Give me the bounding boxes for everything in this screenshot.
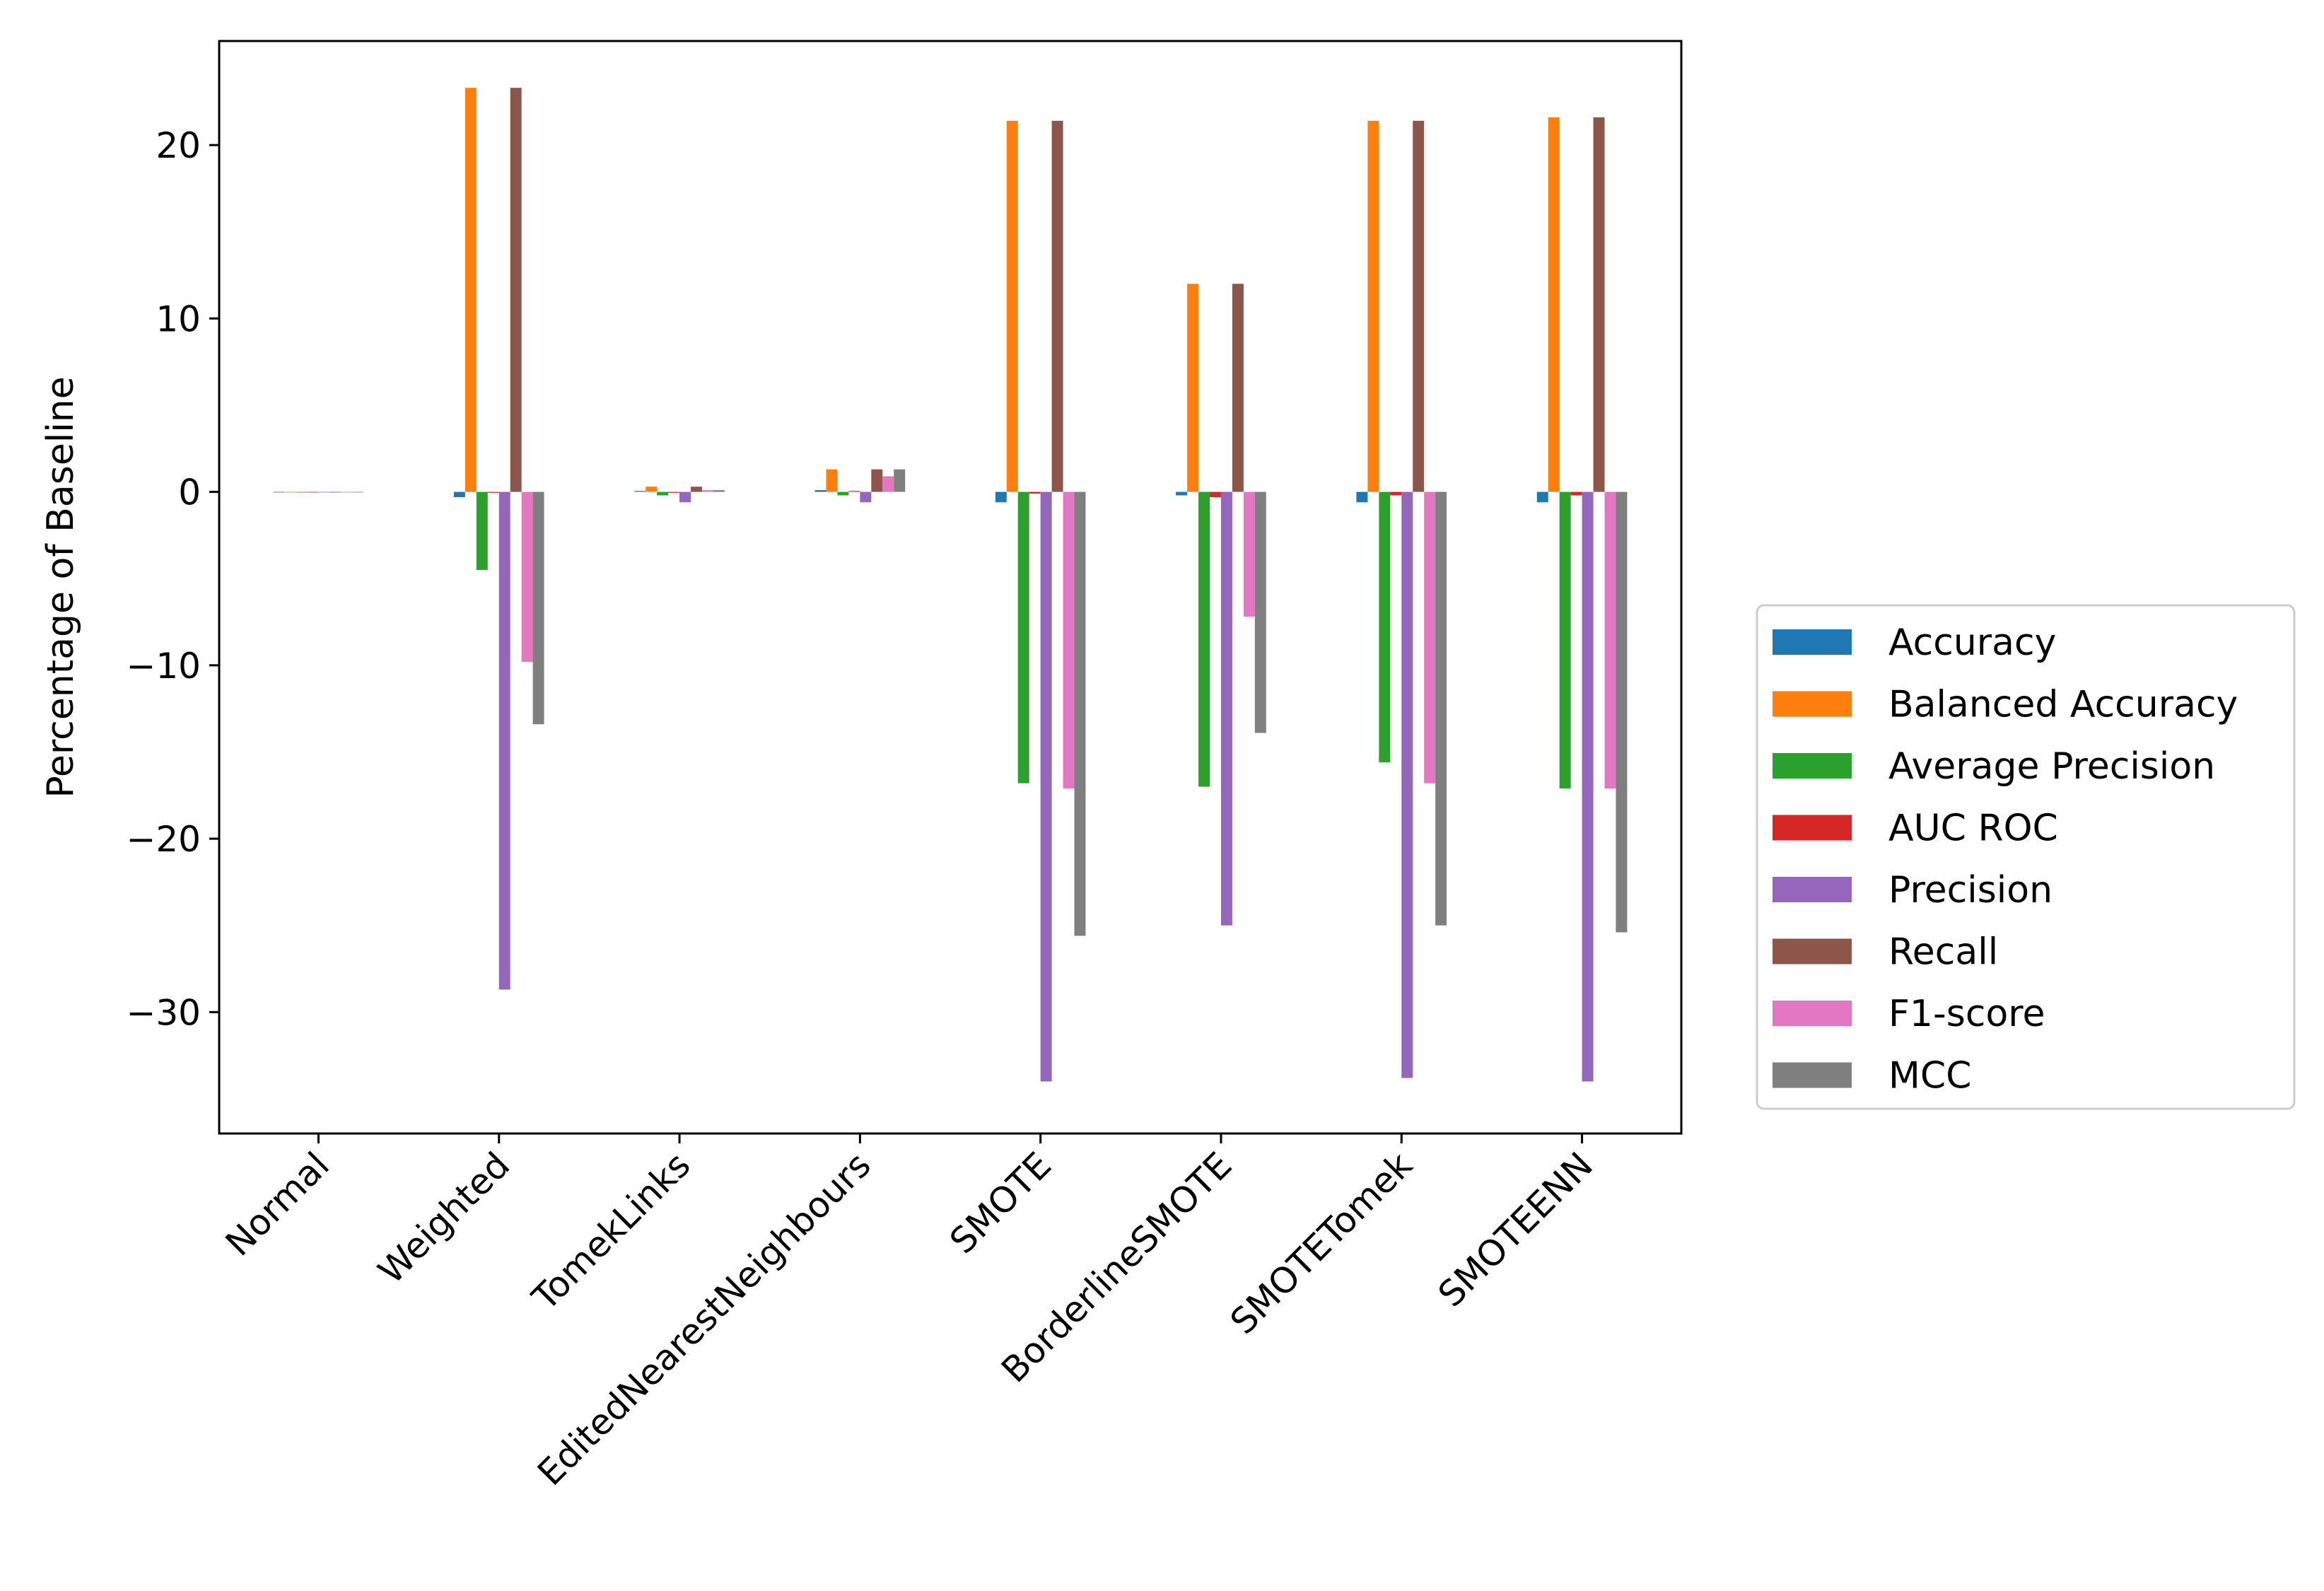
bar-average-precision-tomeklinks: [657, 491, 669, 496]
legend-label: Precision: [1888, 869, 2053, 911]
y-axis-label: Percentage of Baseline: [40, 376, 82, 798]
legend: Accuracy Balanced Accuracy Average Precisi…: [1756, 604, 2296, 1110]
bar-recall-smote: [1051, 120, 1063, 492]
y-tick-label: −10: [126, 646, 201, 687]
bar-auc-roc-smote: [1029, 491, 1041, 494]
legend-swatch: [1773, 753, 1852, 779]
x-tick-label: Normal: [218, 1144, 337, 1264]
bar-recall-editednearestneighbours: [871, 469, 883, 492]
bar-auc-roc-weighted: [487, 491, 499, 493]
bars-layer: [273, 88, 1628, 1082]
bar-precision-borderlinesmote: [1220, 491, 1232, 926]
bar-precision-smote: [1040, 491, 1052, 1082]
bar-mcc-borderlinesmote: [1254, 491, 1266, 733]
bar-recall-smotetomek: [1413, 120, 1425, 492]
legend-label: MCC: [1888, 1055, 1971, 1097]
bar-average-precision-editednearestneighbours: [837, 491, 849, 496]
bar-auc-roc-tomeklinks: [668, 491, 680, 493]
bar-accuracy-borderlinesmote: [1176, 491, 1188, 496]
bar-auc-roc-normal: [307, 491, 319, 493]
y-tick-label: −20: [126, 819, 201, 860]
bar-balanced-accuracy-smotetomek: [1367, 120, 1379, 492]
bar-mcc-normal: [352, 491, 364, 493]
x-tick-label: SMOTE: [942, 1144, 1059, 1261]
legend-swatch: [1773, 877, 1852, 902]
bar-precision-normal: [318, 491, 330, 493]
x-tick-label: SMOTEENN: [1430, 1144, 1601, 1315]
bar-recall-normal: [329, 491, 341, 493]
bar-precision-smotetomek: [1401, 491, 1413, 1078]
x-tick-label: Weighted: [370, 1144, 518, 1291]
bar-balanced-accuracy-weighted: [465, 88, 477, 492]
bar-mcc-editednearestneighbours: [894, 469, 906, 492]
legend-swatch: [1773, 691, 1852, 717]
bar-recall-borderlinesmote: [1232, 284, 1244, 492]
y-tick-label: 0: [178, 472, 201, 513]
bar-accuracy-smotetomek: [1356, 491, 1368, 503]
bar-f1-score-smoteenn: [1604, 491, 1616, 788]
y-axis: 20 10 0 −10 −20 −30: [126, 125, 219, 1033]
legend-label: Accuracy: [1888, 622, 2056, 664]
bar-precision-smoteenn: [1582, 491, 1594, 1082]
bar-accuracy-weighted: [453, 491, 465, 497]
bar-recall-weighted: [510, 88, 522, 492]
bar-mcc-weighted: [532, 491, 544, 725]
legend-swatch: [1773, 1062, 1852, 1088]
legend-swatch: [1773, 815, 1852, 841]
bar-precision-tomeklinks: [679, 491, 691, 503]
bar-balanced-accuracy-tomeklinks: [646, 486, 658, 492]
bar-f1-score-borderlinesmote: [1243, 491, 1255, 617]
bar-balanced-accuracy-editednearestneighbours: [826, 469, 838, 492]
bar-accuracy-smoteenn: [1536, 491, 1548, 503]
bar-average-precision-smotetomek: [1379, 491, 1391, 763]
legend-box: [1756, 604, 2296, 1110]
bar-mcc-smoteenn: [1616, 491, 1628, 933]
bar-f1-score-smote: [1063, 491, 1075, 788]
legend-label: Average Precision: [1888, 745, 2215, 788]
legend-label: F1-score: [1888, 993, 2045, 1035]
bar-balanced-accuracy-normal: [284, 491, 296, 493]
y-tick-label: 20: [156, 125, 201, 166]
legend-swatch: [1773, 938, 1852, 964]
bar-accuracy-editednearestneighbours: [814, 490, 827, 492]
x-tick-label: TomekLinks: [524, 1144, 698, 1318]
bar-precision-weighted: [498, 491, 510, 990]
bar-balanced-accuracy-borderlinesmote: [1187, 284, 1199, 492]
bar-balanced-accuracy-smote: [1006, 120, 1018, 492]
bar-mcc-smotetomek: [1435, 491, 1447, 926]
y-tick-label: −30: [126, 992, 201, 1033]
bar-auc-roc-smotetomek: [1390, 491, 1402, 496]
bar-f1-score-smotetomek: [1424, 491, 1436, 783]
bar-auc-roc-smoteenn: [1570, 491, 1582, 496]
bar-precision-editednearestneighbours: [860, 491, 872, 503]
bar-recall-tomeklinks: [690, 486, 702, 492]
bar-f1-score-editednearestneighbours: [882, 476, 894, 492]
bar-f1-score-weighted: [521, 491, 533, 662]
bar-average-precision-smote: [1017, 491, 1029, 783]
bar-average-precision-borderlinesmote: [1198, 491, 1210, 787]
x-tick-label: EditedNearestNeighbours: [530, 1144, 879, 1493]
bar-accuracy-normal: [273, 491, 285, 493]
legend-label: AUC ROC: [1888, 808, 2058, 850]
bar-mcc-smote: [1074, 491, 1086, 936]
bar-f1-score-normal: [341, 491, 353, 493]
bar-recall-smoteenn: [1593, 117, 1605, 492]
bar-f1-score-tomeklinks: [701, 490, 713, 492]
bar-average-precision-weighted: [476, 491, 488, 570]
legend-swatch: [1773, 1001, 1852, 1026]
legend-label: Balanced Accuracy: [1888, 684, 2238, 726]
x-axis: Normal Weighted TomekLinksEditedNearestNei…: [218, 1133, 1601, 1493]
y-tick-label: 10: [156, 298, 201, 339]
legend-label: Recall: [1888, 931, 1998, 974]
bar-average-precision-normal: [296, 491, 308, 493]
bar-average-precision-smoteenn: [1559, 491, 1571, 788]
plot-frame: [218, 40, 1683, 1135]
bar-auc-roc-borderlinesmote: [1210, 491, 1221, 497]
legend-swatch: [1773, 629, 1852, 655]
bar-balanced-accuracy-smoteenn: [1548, 117, 1560, 492]
x-tick-label: SMOTETomek: [1222, 1144, 1420, 1342]
bar-mcc-tomeklinks: [713, 490, 725, 492]
bar-accuracy-smote: [995, 491, 1007, 503]
